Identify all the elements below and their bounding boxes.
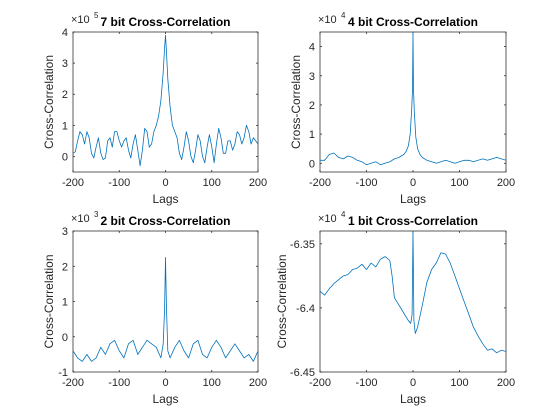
- y-axis-label: Cross-Correlation: [42, 55, 56, 149]
- y-tick-label: 3: [62, 58, 68, 70]
- x-tick-label: 0: [162, 177, 168, 189]
- y-tick-label: 0: [62, 151, 68, 163]
- x-tick-label: 100: [450, 377, 468, 389]
- exponent-value: 3: [94, 210, 99, 219]
- y-tick-label: 3: [309, 71, 315, 83]
- exponent-label: ×10: [71, 14, 90, 26]
- x-tick-label: 100: [203, 377, 221, 389]
- y-tick-label: 4: [309, 42, 315, 54]
- y-tick-label: -6.4: [296, 303, 315, 315]
- plot-area: [72, 31, 259, 173]
- series-line: [320, 32, 506, 166]
- y-axis-label: Cross-Correlation: [289, 55, 303, 149]
- y-axis-label: Cross-Correlation: [42, 254, 56, 348]
- x-tick-label: 0: [162, 377, 168, 389]
- chart-title: 2 bit Cross-Correlation: [100, 214, 230, 228]
- x-axis-label: Lags: [400, 392, 426, 406]
- x-tick-label: -200: [309, 177, 331, 189]
- series-line: [320, 231, 506, 354]
- exponent-label: ×10: [71, 213, 90, 225]
- x-tick-label: 100: [203, 177, 221, 189]
- x-tick-label: 200: [497, 377, 515, 389]
- y-tick-label: 2: [309, 100, 315, 112]
- y-tick-label: 2: [62, 261, 68, 273]
- subplot-1: -200 -100 0 100 200 0 1 2 3 4×10 5 7 bit Cross-Corr…: [42, 11, 267, 206]
- x-tick-label: -100: [355, 377, 377, 389]
- x-tick-label: 100: [450, 177, 468, 189]
- chart-title: 1 bit Cross-Correlation: [348, 214, 478, 228]
- x-axis-label: Lags: [152, 192, 178, 206]
- plot-area: [72, 230, 259, 373]
- y-tick-label: 2: [62, 89, 68, 101]
- series-line: [73, 256, 258, 362]
- y-tick-label: 1: [62, 297, 68, 309]
- chart-title: 4 bit Cross-Correlation: [348, 15, 478, 29]
- y-axis-label: Cross-Correlation: [275, 254, 289, 348]
- y-tick-label: -6.45: [290, 367, 315, 379]
- y-tick-label: 0: [309, 158, 315, 170]
- y-tick-label: 3: [62, 226, 68, 238]
- x-axis-label: Lags: [400, 192, 426, 206]
- x-tick-label: -100: [355, 177, 377, 189]
- y-tick-label: -6.35: [290, 239, 315, 251]
- series-line: [73, 34, 258, 167]
- x-tick-label: -100: [108, 177, 130, 189]
- exponent-label: ×10: [318, 14, 337, 26]
- x-axis-label: Lags: [152, 392, 178, 406]
- x-tick-label: 200: [497, 177, 515, 189]
- y-tick-label: 1: [62, 120, 68, 132]
- exponent-value: 4: [341, 210, 346, 219]
- x-tick-label: -200: [62, 377, 84, 389]
- y-tick-label: 0: [62, 332, 68, 344]
- x-tick-label: 0: [410, 177, 416, 189]
- x-tick-label: -100: [108, 377, 130, 389]
- y-tick-label: 1: [309, 129, 315, 141]
- x-tick-label: 0: [410, 377, 416, 389]
- x-tick-label: -200: [62, 177, 84, 189]
- subplot-4: -200 -100 0 100 200 -6.45 -6.4 -6.35 ×10 4 1 bit C…: [275, 210, 515, 406]
- exponent-value: 5: [94, 11, 99, 20]
- x-tick-label: -200: [309, 377, 331, 389]
- exponent-value: 4: [341, 11, 346, 20]
- x-tick-label: 200: [249, 177, 267, 189]
- chart-title: 7 bit Cross-Correlation: [100, 15, 230, 29]
- y-tick-label: 4: [62, 27, 68, 39]
- y-tick-label: -1: [58, 367, 68, 379]
- x-tick-label: 200: [249, 377, 267, 389]
- exponent-label: ×10: [318, 213, 337, 225]
